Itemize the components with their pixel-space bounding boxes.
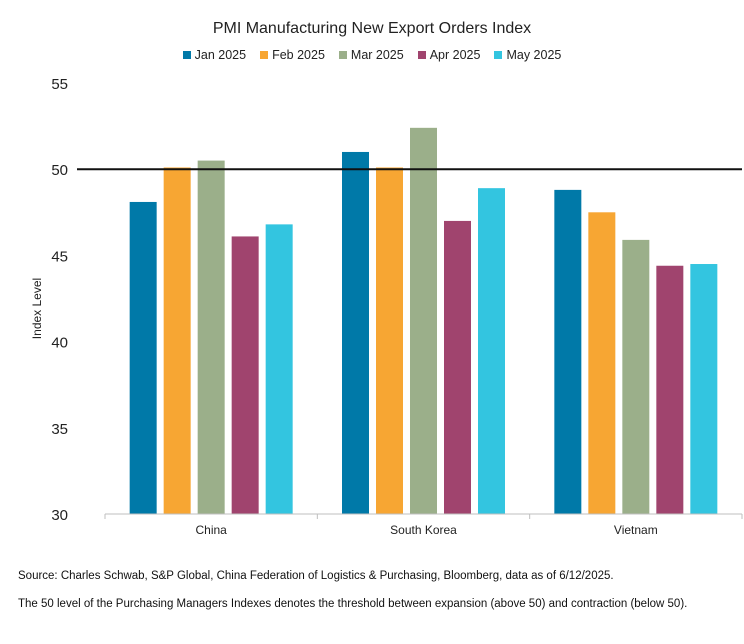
bar (554, 189, 582, 514)
legend-swatch (494, 51, 503, 59)
bar (588, 212, 616, 515)
bar (410, 127, 437, 514)
legend-label: May 2025 (506, 48, 562, 62)
y-axis-title: Index Level (30, 278, 44, 339)
y-tick-label: 45 (51, 248, 68, 265)
x-tick-label: Vietnam (614, 523, 658, 537)
legend-item: Feb 2025 (260, 48, 325, 62)
legend-swatch (182, 51, 191, 59)
legend-item: Jan 2025 (182, 48, 247, 62)
legend-item: Apr 2025 (417, 48, 481, 62)
legend-item: May 2025 (494, 48, 561, 62)
x-tick-label: South Korea (390, 523, 457, 537)
chart-title: PMI Manufacturing New Export Orders Inde… (212, 20, 532, 37)
bar (656, 265, 684, 514)
legend-label: Apr 2025 (429, 48, 481, 62)
y-tick-label: 55 (51, 76, 68, 93)
bar (690, 264, 718, 514)
x-tick-label: China (195, 523, 227, 537)
legend-swatch (338, 51, 347, 59)
chart-plot: 30 35 40 45 50 55 Index Level China South Korea V… (30, 76, 743, 537)
bar (197, 160, 225, 514)
legend-swatch (417, 51, 426, 59)
legend-label: Mar 2025 (350, 48, 404, 62)
bar (376, 167, 403, 514)
bar (478, 188, 505, 514)
bar (163, 167, 191, 514)
y-tick-label: 35 (51, 421, 68, 438)
legend-item: Mar 2025 (338, 48, 404, 62)
bar (129, 201, 157, 514)
y-tick-label: 30 (51, 507, 68, 524)
legend-label: Jan 2025 (194, 48, 247, 62)
y-tick-label: 50 (51, 162, 68, 179)
bar (265, 224, 293, 515)
chart-notes: Source: Charles Schwab, S&P Global, Chin… (18, 570, 687, 626)
bar (342, 151, 369, 514)
bar (444, 220, 471, 515)
bar (231, 236, 259, 514)
legend: Jan 2025 Feb 2025 Mar 2025 Apr 2025 May 2025 (0, 48, 744, 62)
threshold-note: The 50 level of the Purchasing Managers … (18, 597, 688, 610)
source-note: Source: Charles Schwab, S&P Global, Chin… (18, 570, 614, 582)
legend-label: Feb 2025 (272, 48, 325, 62)
y-tick-label: 40 (51, 335, 68, 352)
legend-swatch (260, 51, 269, 59)
bar (622, 239, 650, 514)
